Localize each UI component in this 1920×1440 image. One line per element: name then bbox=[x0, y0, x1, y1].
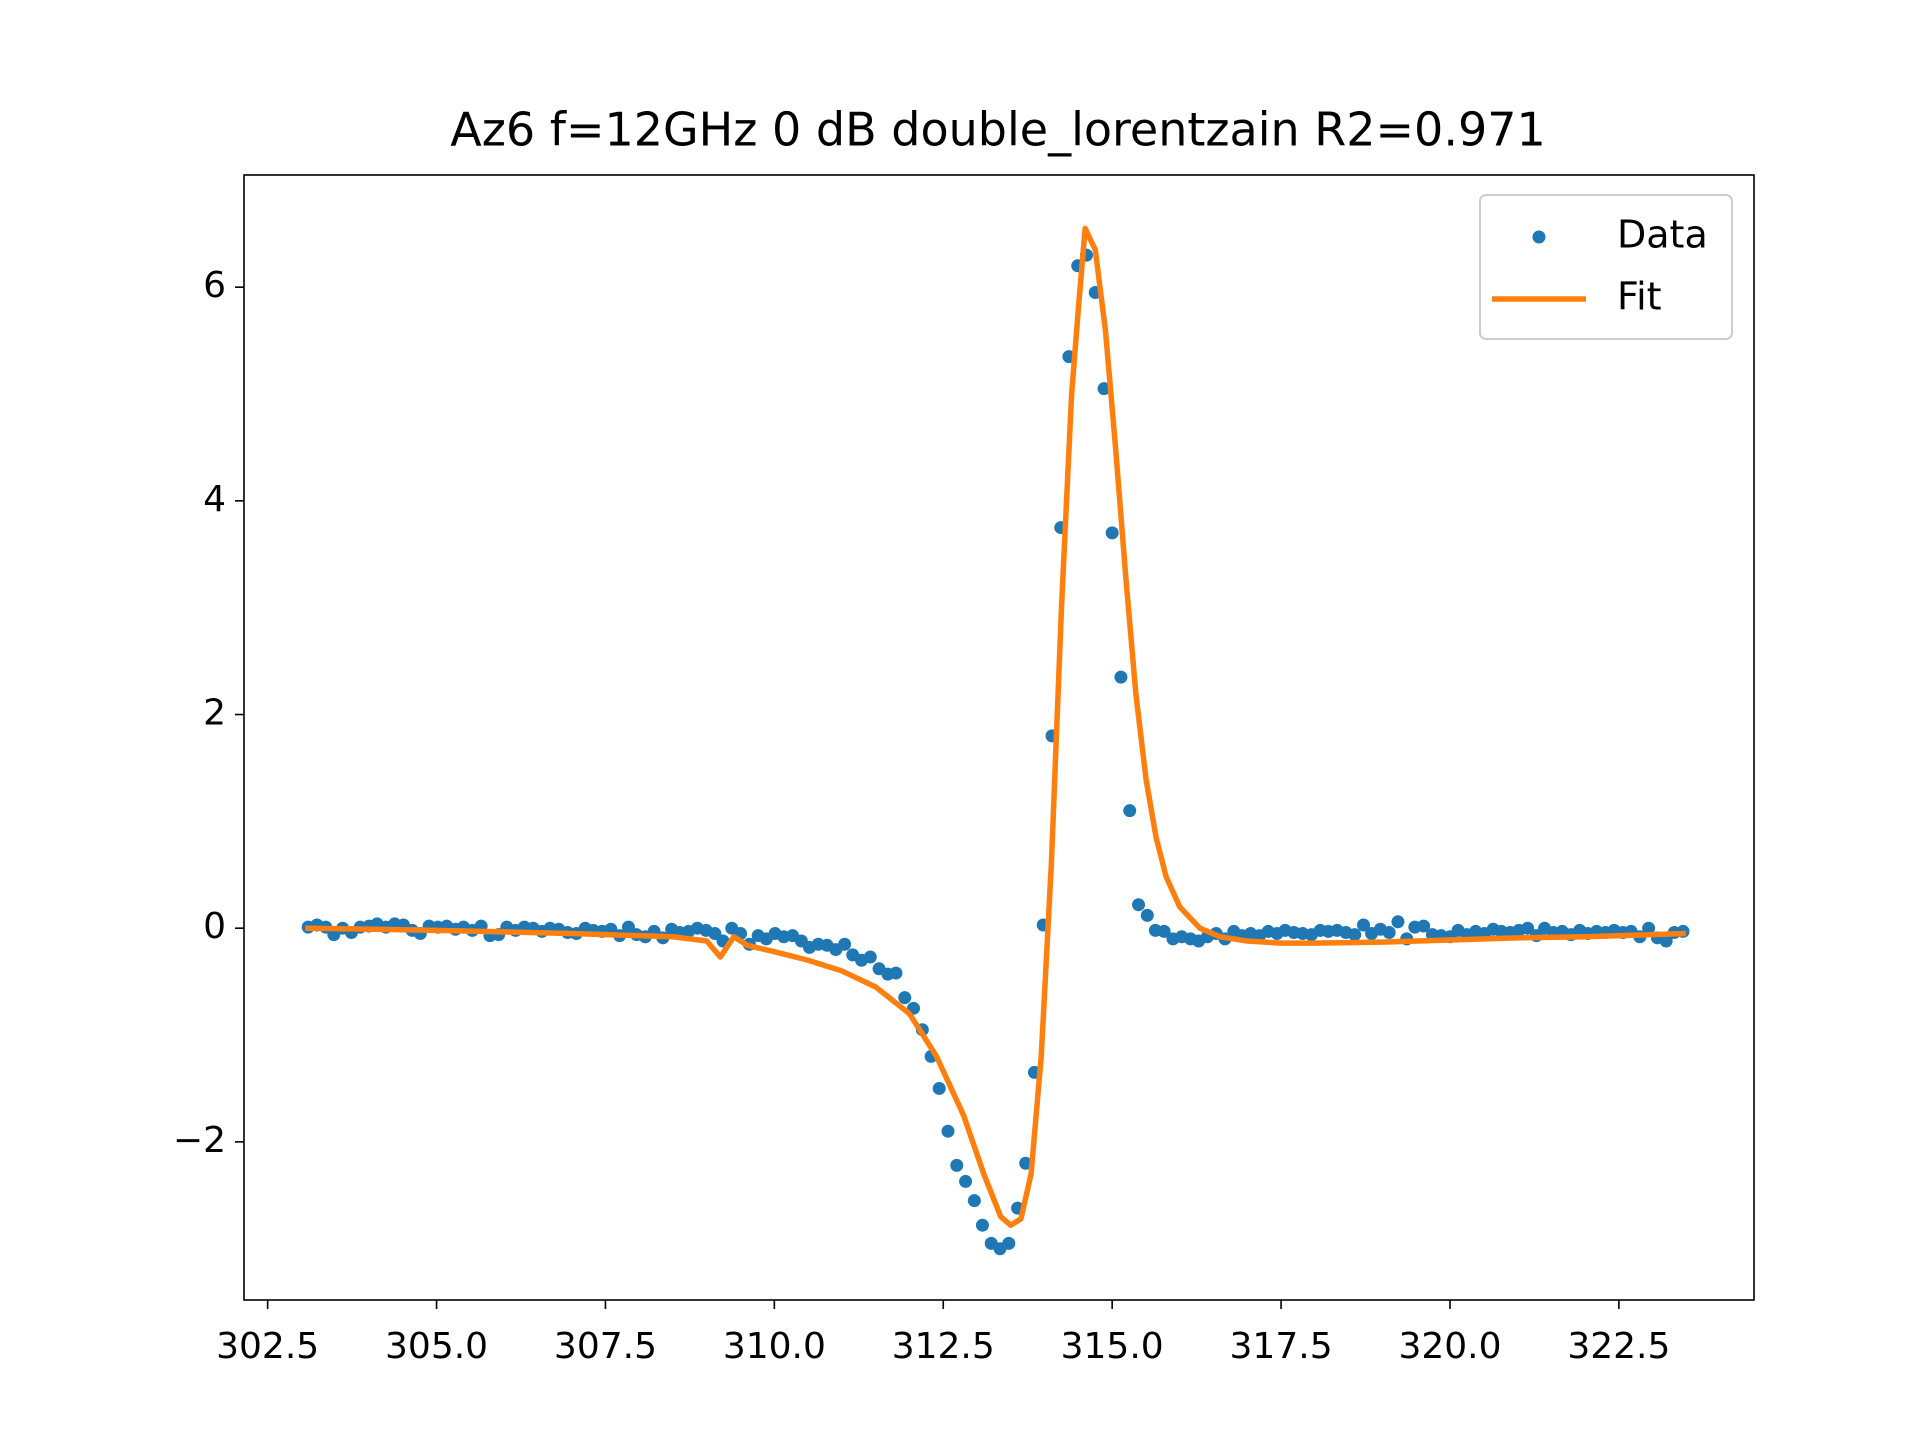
chart-title: Az6 f=12GHz 0 dB double_lorentzain R2=0.… bbox=[450, 103, 1546, 157]
data-point bbox=[1002, 1236, 1016, 1250]
data-point bbox=[932, 1081, 946, 1095]
x-tick-label: 307.5 bbox=[554, 1326, 657, 1367]
data-point bbox=[863, 950, 877, 964]
data-point bbox=[1140, 908, 1154, 922]
x-tick-label: 305.0 bbox=[385, 1326, 488, 1367]
data-point bbox=[941, 1124, 955, 1138]
data-point bbox=[1348, 928, 1362, 942]
data-point bbox=[975, 1218, 989, 1232]
y-tick-label: 2 bbox=[203, 693, 226, 734]
x-tick-label: 310.0 bbox=[723, 1326, 826, 1367]
x-tick-label: 312.5 bbox=[892, 1326, 995, 1367]
x-tick-label: 315.0 bbox=[1061, 1326, 1164, 1367]
data-point bbox=[1391, 915, 1405, 929]
x-tick-label: 320.0 bbox=[1398, 1326, 1501, 1367]
data-point bbox=[1659, 934, 1673, 948]
data-point bbox=[1097, 382, 1111, 396]
x-tick-label: 317.5 bbox=[1230, 1326, 1333, 1367]
data-point bbox=[1123, 804, 1137, 818]
y-tick-label: 0 bbox=[203, 906, 226, 947]
data-point bbox=[967, 1194, 981, 1208]
data-point bbox=[838, 937, 852, 951]
data-point bbox=[1157, 924, 1171, 938]
data-point bbox=[950, 1158, 964, 1172]
legend-marker bbox=[1532, 230, 1546, 244]
data-point bbox=[1642, 921, 1656, 935]
x-tick-label: 302.5 bbox=[216, 1326, 319, 1367]
data-point bbox=[1521, 921, 1535, 935]
data-point bbox=[1132, 898, 1146, 912]
data-point bbox=[1356, 918, 1370, 932]
data-point bbox=[1019, 1156, 1033, 1170]
data-point bbox=[1105, 526, 1119, 540]
data-point bbox=[1114, 670, 1128, 684]
data-point bbox=[898, 991, 912, 1005]
y-tick-label: −2 bbox=[173, 1120, 226, 1161]
x-tick-label: 322.5 bbox=[1567, 1326, 1670, 1367]
legend-label: Fit bbox=[1617, 275, 1662, 319]
legend-box bbox=[1479, 194, 1733, 340]
y-tick-label: 6 bbox=[203, 265, 226, 306]
plot-frame bbox=[243, 174, 1755, 1301]
legend-label: Data bbox=[1617, 213, 1708, 257]
y-tick-label: 4 bbox=[203, 479, 226, 520]
data-point bbox=[1417, 919, 1431, 933]
data-point bbox=[959, 1174, 973, 1188]
data-point bbox=[889, 966, 903, 980]
data-point bbox=[1382, 925, 1396, 939]
fit-line bbox=[305, 225, 1686, 1228]
